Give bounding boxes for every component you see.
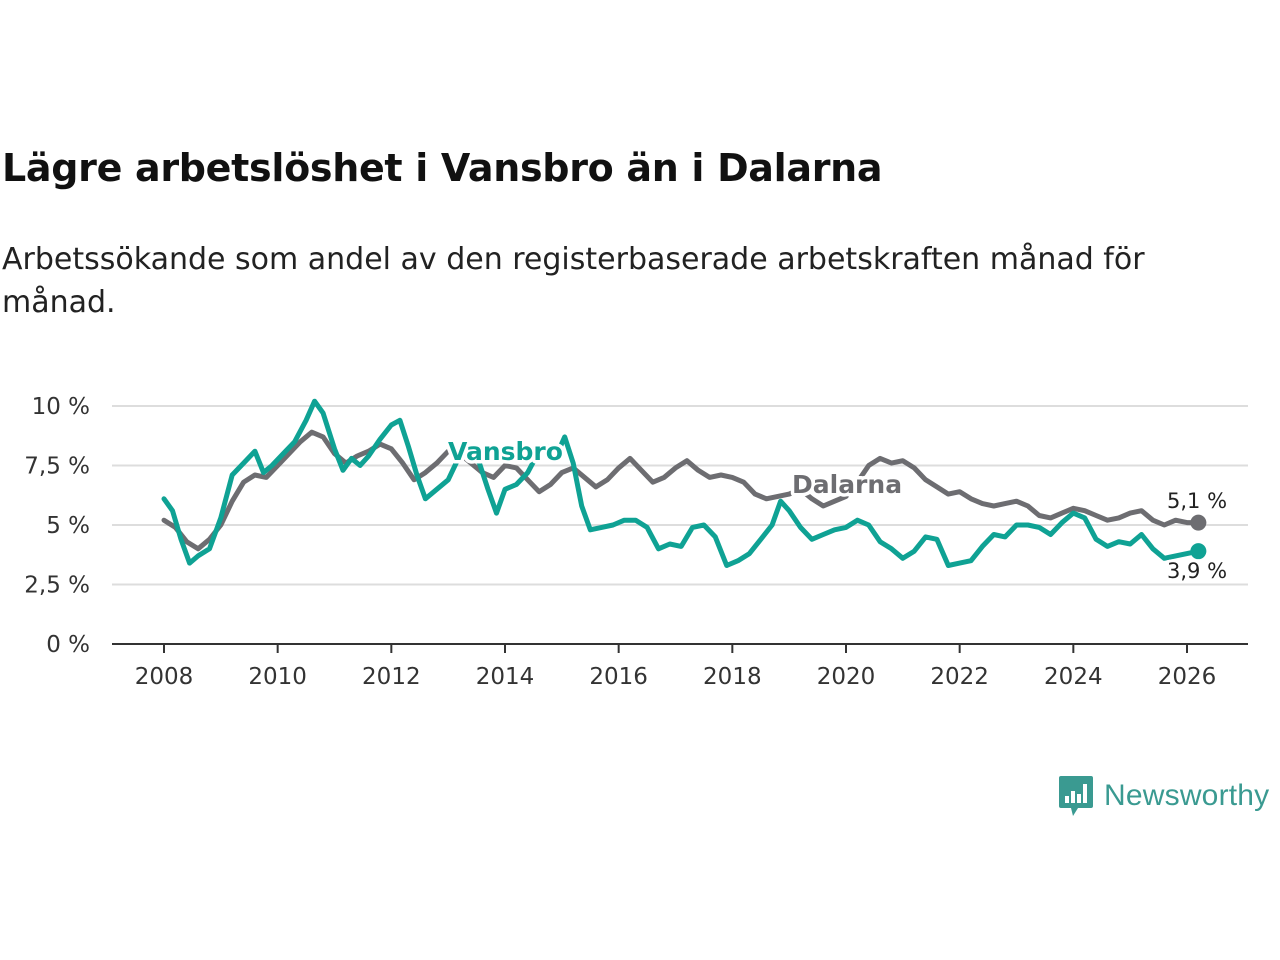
series-line-vansbro bbox=[161, 398, 1201, 568]
x-tick-label: 2016 bbox=[589, 664, 648, 690]
y-tick-label: 7,5 % bbox=[24, 454, 90, 480]
x-tick-label: 2008 bbox=[135, 664, 194, 690]
series-name-label-vansbro: Vansbro bbox=[448, 437, 563, 466]
x-tick-label: 2012 bbox=[362, 664, 421, 690]
series-end-label-dalarna: 5,1 % bbox=[1167, 489, 1227, 513]
y-tick-label: 0 % bbox=[46, 632, 90, 658]
y-tick-label: 2,5 % bbox=[24, 573, 90, 599]
series-lines bbox=[161, 398, 1207, 568]
series-labels: Vansbro Dalarna 5,1 % 3,9 % bbox=[445, 434, 1231, 587]
x-tick-label: 2014 bbox=[476, 664, 535, 690]
chart-title: Lägre arbetslöshet i Vansbro än i Dalarn… bbox=[2, 146, 883, 190]
line-chart: 0 % 2,5 % 5 % 7,5 % 10 % 2008 2010 2012 2014 2016… bbox=[24, 394, 1248, 690]
x-tick-label: 2020 bbox=[817, 664, 876, 690]
x-tick-label: 2024 bbox=[1044, 664, 1103, 690]
y-tick-label: 10 % bbox=[32, 394, 90, 420]
series-name-label-dalarna: Dalarna bbox=[792, 470, 902, 499]
y-tick-label: 5 % bbox=[46, 513, 90, 539]
newsworthy-logo[interactable]: Newsworthy bbox=[1058, 774, 1269, 818]
x-tick-label: 2010 bbox=[248, 664, 307, 690]
newsworthy-logo-text: Newsworthy bbox=[1104, 779, 1270, 812]
series-end-label-vansbro: 3,9 % bbox=[1167, 559, 1227, 583]
x-tick-label: 2018 bbox=[703, 664, 762, 690]
newsworthy-logo-icon bbox=[1059, 776, 1093, 816]
series-end-point-dalarna bbox=[1190, 514, 1207, 531]
axes: 0 % 2,5 % 5 % 7,5 % 10 % 2008 2010 2012 2014 2016… bbox=[24, 394, 1248, 690]
x-tick-label: 2026 bbox=[1158, 664, 1217, 690]
series-end-point-vansbro bbox=[1190, 543, 1207, 560]
x-tick-label: 2022 bbox=[930, 664, 989, 690]
chart-subtitle: Arbetssökande som andel av den registerb… bbox=[2, 242, 1145, 320]
y-gridlines bbox=[112, 405, 1248, 586]
